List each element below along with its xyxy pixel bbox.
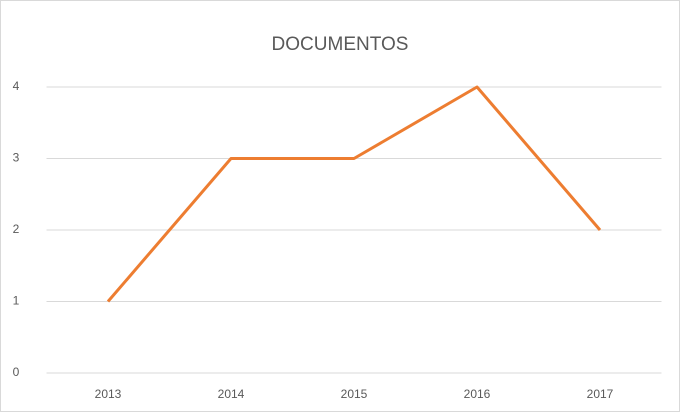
y-tick-label: 3 bbox=[13, 151, 20, 165]
x-tick-label: 2015 bbox=[341, 387, 368, 401]
y-tick-label: 1 bbox=[13, 294, 20, 308]
x-tick-label: 2013 bbox=[95, 387, 122, 401]
chart-title: DOCUMENTOS bbox=[272, 34, 409, 55]
y-tick-label: 0 bbox=[13, 365, 20, 379]
y-tick-label: 2 bbox=[13, 222, 20, 236]
x-tick-label: 2014 bbox=[218, 387, 245, 401]
y-tick-label: 4 bbox=[13, 79, 20, 93]
x-tick-label: 2017 bbox=[587, 387, 614, 401]
x-tick-label: 2016 bbox=[464, 387, 491, 401]
line-series bbox=[106, 85, 602, 303]
